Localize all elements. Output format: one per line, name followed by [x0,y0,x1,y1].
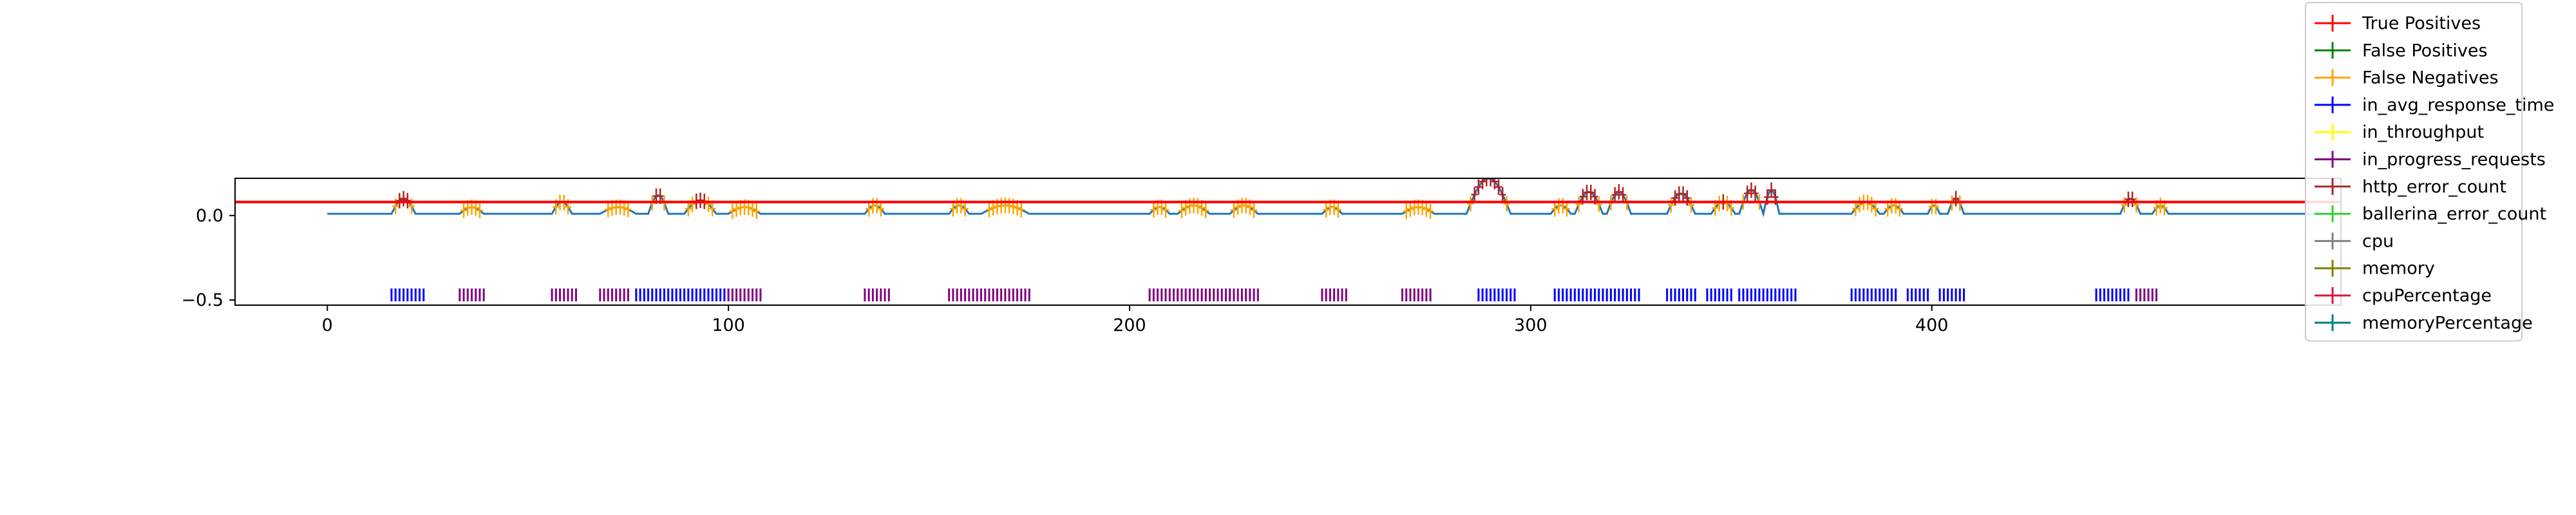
legend-label: in_progress_requests [2362,150,2546,170]
legend-entry: False Negatives [2315,68,2499,88]
legend-label: memory [2362,259,2435,279]
legend-label: in_avg_response_time [2362,95,2554,115]
legend-label: ballerina_error_count [2362,204,2546,224]
x-tick-label: 400 [1915,315,1949,335]
x-axis: 0 100 200 300 400 [322,305,1949,335]
anomaly-segment-10 [1148,288,1179,302]
y-tick-label: 0.0 [196,206,223,226]
y-axis: 0.0 −0.5 [181,206,235,310]
anomaly-segment-18 [1666,288,1696,302]
legend-label: cpu [2362,231,2394,251]
anomaly-segment-25 [2135,288,2157,302]
plot-frame [234,178,2342,306]
anomaly-segment-3 [599,288,629,302]
anomaly-segment-22 [1906,288,1929,302]
x-tick-label: 100 [712,315,745,335]
anomaly-segment-23 [1938,288,1965,302]
anomaly-segment-20 [1738,288,1797,302]
legend-entry: False Positives [2315,41,2488,61]
anomaly-segment-24 [2095,288,2130,302]
anomaly-segment-11 [1177,288,1231,302]
legend-entry: memoryPercentage [2315,313,2533,333]
legend-entry: cpu [2315,231,2394,251]
anomaly-segment-9 [976,288,1030,302]
x-tick-label: 300 [1514,315,1548,335]
legend-entry: http_error_count [2315,177,2506,197]
legend-entry: in_avg_response_time [2315,95,2554,115]
anomaly-segment-17 [1578,288,1640,302]
anomaly-segment-8 [948,288,974,302]
anomaly-segment-7 [864,288,890,302]
anomaly-segment-19 [1706,288,1732,302]
anomaly-segment-12 [1229,288,1259,302]
anomaly-segment-1 [459,288,485,302]
anomaly-segment-2 [551,288,577,302]
anomaly-segment-14 [1401,288,1432,302]
legend-entry: cpuPercentage [2315,286,2492,306]
anomaly-segment-16 [1553,288,1576,302]
anomaly-segment-15 [1477,288,1516,302]
anomaly-segment-21 [1850,288,1897,302]
anomaly-segment-4 [635,288,681,302]
legend-box [2305,2,2523,342]
legend-label: in_throughput [2362,122,2484,142]
legend-label: False Positives [2362,41,2488,61]
anomaly-segment-13 [1321,288,1347,302]
anomaly-segment-5 [683,288,726,302]
legend-label: True Positives [2362,14,2481,33]
plot-area [234,178,2342,306]
y-tick-label: −0.5 [181,290,223,310]
anomaly-segment-0 [390,288,425,302]
legend-label: cpuPercentage [2362,286,2492,306]
anomaly-segment-6 [727,288,762,302]
legend-entry: True Positives [2315,14,2481,33]
legend-entry: memory [2315,259,2435,279]
legend-entry: in_throughput [2315,122,2484,142]
x-tick-label: 200 [1113,315,1146,335]
legend: True Positives False Positives False Negat… [2305,2,2554,342]
legend-entry: ballerina_error_count [2315,204,2546,224]
plot-content [235,178,2341,302]
legend-entry: in_progress_requests [2315,150,2546,170]
legend-label: http_error_count [2362,177,2506,197]
legend-label: False Negatives [2362,68,2499,88]
legend-label: memoryPercentage [2362,313,2533,333]
x-tick-label: 0 [322,315,333,335]
